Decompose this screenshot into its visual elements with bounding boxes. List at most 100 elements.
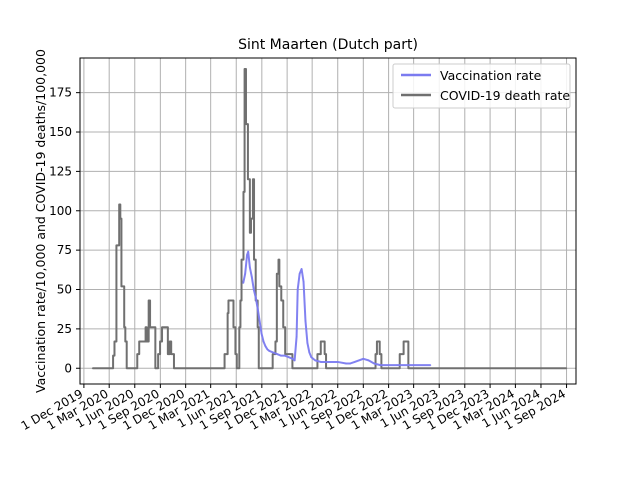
series-covid-death-rate xyxy=(91,68,568,370)
data-point xyxy=(227,299,230,302)
data-point xyxy=(280,299,282,302)
data-point xyxy=(134,367,136,369)
legend-label-vaccination: Vaccination rate xyxy=(440,68,542,83)
data-point xyxy=(257,326,259,328)
data-point xyxy=(239,299,242,302)
data-point xyxy=(379,353,381,355)
data-point xyxy=(302,281,305,283)
data-point xyxy=(268,350,270,352)
data-point xyxy=(316,353,319,355)
data-point xyxy=(373,362,375,365)
data-point xyxy=(299,273,301,275)
data-point xyxy=(234,353,237,355)
data-point xyxy=(138,340,140,343)
data-point xyxy=(146,340,148,343)
data-point xyxy=(304,320,307,322)
data-point xyxy=(266,348,268,350)
data-point xyxy=(276,273,278,275)
data-point xyxy=(272,351,274,354)
data-point xyxy=(159,340,161,343)
plot-frame xyxy=(79,57,577,385)
data-point xyxy=(249,266,251,269)
data-point xyxy=(157,353,159,355)
grid xyxy=(80,58,576,384)
data-point xyxy=(170,353,172,355)
data-point xyxy=(262,340,265,343)
data-point xyxy=(252,178,254,180)
data-point xyxy=(374,353,377,355)
data-point xyxy=(278,285,280,287)
data-point xyxy=(292,358,294,360)
data-point xyxy=(399,353,401,355)
data-point xyxy=(250,218,252,220)
data-point xyxy=(413,364,415,366)
data-point xyxy=(113,340,116,343)
data-point xyxy=(284,355,286,357)
data-point xyxy=(115,244,118,247)
data-point xyxy=(245,123,247,125)
series-layer xyxy=(91,68,568,370)
legend: Vaccination rate COVID-19 death rate xyxy=(392,63,571,109)
data-point xyxy=(310,356,312,358)
data-point xyxy=(169,340,171,343)
data-point xyxy=(136,353,138,355)
data-point xyxy=(91,367,94,369)
data-point xyxy=(276,353,278,355)
data-point xyxy=(464,367,466,369)
data-point xyxy=(337,361,339,363)
data-point xyxy=(117,244,119,247)
data-point xyxy=(161,326,163,328)
data-point xyxy=(246,254,248,256)
legend-box xyxy=(392,63,571,109)
data-point xyxy=(328,361,330,363)
data-point xyxy=(282,326,284,328)
data-point xyxy=(362,358,364,360)
data-point xyxy=(240,258,243,261)
data-point xyxy=(123,326,125,328)
data-point xyxy=(367,359,370,361)
data-point xyxy=(247,251,249,253)
y-tick-label: 50 xyxy=(57,283,72,297)
data-point xyxy=(244,273,246,275)
data-point xyxy=(119,218,121,220)
data-point xyxy=(149,326,151,328)
data-point xyxy=(227,312,229,314)
y-axis: 0 25 50 75 100 125 150 175 xyxy=(49,86,80,375)
data-point xyxy=(308,351,310,354)
data-point xyxy=(380,367,382,369)
data-point xyxy=(284,353,286,355)
data-point xyxy=(280,355,282,357)
data-point xyxy=(306,342,309,344)
data-point xyxy=(565,367,568,369)
data-point xyxy=(118,203,120,206)
data-point xyxy=(173,367,175,369)
data-point xyxy=(242,191,245,193)
data-point xyxy=(320,340,322,343)
data-point xyxy=(243,68,246,70)
data-point xyxy=(429,364,432,366)
data-point xyxy=(295,336,298,338)
data-point xyxy=(112,355,114,357)
data-point xyxy=(407,367,409,369)
data-point xyxy=(238,326,240,328)
data-point xyxy=(349,362,351,365)
data-point xyxy=(120,285,123,287)
data-point xyxy=(376,340,378,343)
data-point xyxy=(294,359,296,361)
data-point xyxy=(272,353,274,355)
data-point xyxy=(148,299,150,302)
data-point xyxy=(320,361,322,363)
legend-label-deaths: COVID-19 death rate xyxy=(440,88,570,103)
series-line xyxy=(92,68,567,370)
data-point xyxy=(154,367,156,369)
data-point xyxy=(260,333,263,335)
data-point xyxy=(255,296,257,298)
data-point xyxy=(253,258,255,261)
data-point xyxy=(257,307,259,310)
data-point xyxy=(314,359,316,361)
y-tick-label: 125 xyxy=(49,164,72,178)
series-vaccination-rate xyxy=(242,250,432,367)
data-point xyxy=(258,367,260,369)
data-point xyxy=(291,367,294,369)
